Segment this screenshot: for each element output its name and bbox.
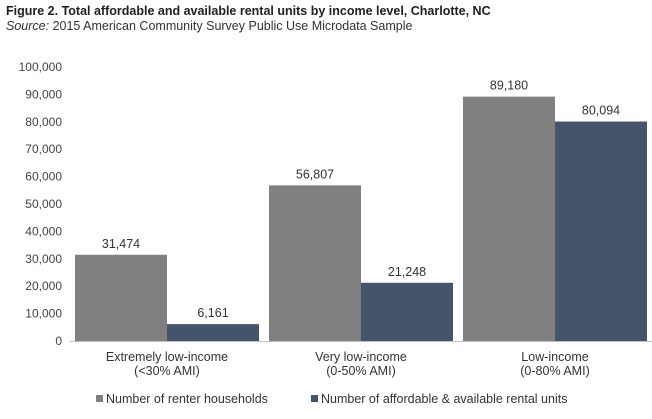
y-tick-label: 20,000 bbox=[25, 279, 62, 293]
bar-series-2 bbox=[361, 282, 453, 341]
data-label: 21,248 bbox=[388, 265, 426, 279]
data-label: 56,807 bbox=[296, 167, 334, 181]
data-label: 89,180 bbox=[490, 79, 528, 93]
source-text: 2015 American Community Survey Public Us… bbox=[49, 19, 413, 33]
legend-label-series-1: Number of renter households bbox=[106, 392, 268, 406]
legend-swatch-series-1 bbox=[96, 395, 103, 402]
data-label: 80,094 bbox=[582, 104, 620, 118]
y-tick-label: 10,000 bbox=[25, 307, 62, 321]
bar-series-1 bbox=[75, 254, 167, 341]
legend-label-series-2: Number of affordable & available rental … bbox=[321, 392, 567, 406]
y-tick-label: 0 bbox=[55, 334, 62, 348]
y-tick-label: 70,000 bbox=[25, 142, 62, 156]
category-label: Extremely low-income bbox=[106, 350, 228, 364]
y-tick-label: 80,000 bbox=[25, 115, 62, 129]
bar-series-1 bbox=[269, 185, 361, 341]
y-tick-label: 30,000 bbox=[25, 252, 62, 266]
bar-series-2 bbox=[167, 324, 259, 341]
y-tick-label: 90,000 bbox=[25, 87, 62, 101]
y-tick-label: 50,000 bbox=[25, 197, 62, 211]
legend-swatch-series-2 bbox=[311, 395, 318, 402]
y-tick-label: 60,000 bbox=[25, 170, 62, 184]
bar-series-2 bbox=[555, 121, 647, 341]
source-label: Source: bbox=[6, 19, 50, 33]
data-label: 31,474 bbox=[102, 237, 140, 251]
bar-series-1 bbox=[463, 96, 555, 342]
y-tick-label: 100,000 bbox=[19, 60, 63, 74]
category-label: (<30% AMI) bbox=[134, 364, 200, 378]
y-tick-label: 40,000 bbox=[25, 224, 62, 238]
chart-title: Figure 2. Total affordable and available… bbox=[6, 4, 491, 18]
category-label: (0-50% AMI) bbox=[326, 364, 395, 378]
category-label: Low-income bbox=[521, 350, 588, 364]
category-label: (0-80% AMI) bbox=[520, 364, 589, 378]
chart-source: Source: 2015 American Community Survey P… bbox=[6, 19, 412, 33]
category-label: Very low-income bbox=[315, 350, 407, 364]
data-label: 6,161 bbox=[197, 306, 228, 320]
